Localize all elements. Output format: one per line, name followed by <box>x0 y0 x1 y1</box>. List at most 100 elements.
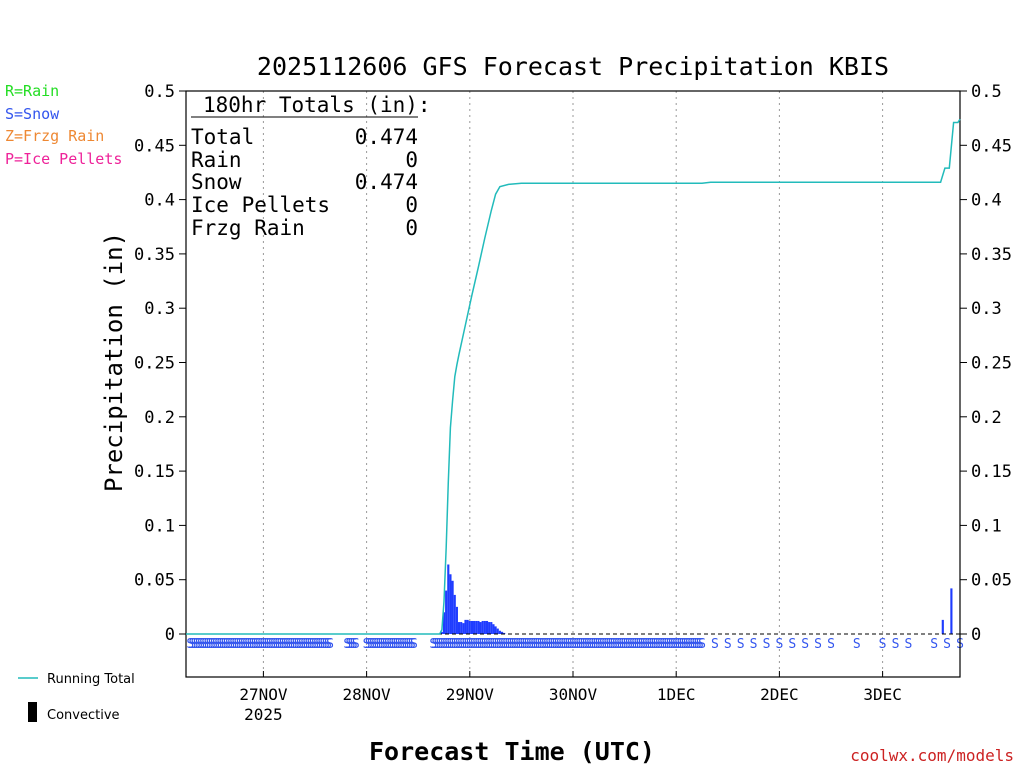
ptype-marker: S <box>554 637 562 652</box>
ptype-marker: S <box>221 637 229 652</box>
ptype-marker: S <box>189 637 197 652</box>
ptype-marker: S <box>737 637 745 652</box>
ptype-marker: S <box>296 637 304 652</box>
ptype-marker: S <box>573 637 581 652</box>
y-tick-label-right: 0.5 <box>971 82 1002 102</box>
y-tick-label-right: 0.4 <box>971 191 1002 211</box>
precip-bar <box>481 620 484 634</box>
precip-bar <box>460 622 463 634</box>
y-tick-label-right: 0.35 <box>971 245 1012 265</box>
ptype-marker: S <box>384 637 392 652</box>
ptype-marker: S <box>567 637 575 652</box>
precip-bar <box>492 624 495 634</box>
ptype-marker: S <box>943 637 951 652</box>
ptype-marker: S <box>283 637 291 652</box>
ptype-marker: S <box>619 637 627 652</box>
ptype-marker: S <box>223 637 231 652</box>
ptype-marker: S <box>459 637 467 652</box>
ptype-marker: S <box>365 637 373 652</box>
site-credit: coolwx.com/models <box>850 746 1014 765</box>
y-tick-label-left: 0.05 <box>134 571 175 591</box>
ptype-marker: S <box>662 637 670 652</box>
precip-bar <box>950 588 953 634</box>
ptype-marker: S <box>290 637 298 652</box>
ptype-marker: S <box>692 637 700 652</box>
precip-bar <box>500 631 504 634</box>
ptype-marker: S <box>206 637 214 652</box>
ptype-marker: S <box>410 637 418 652</box>
ptype-marker: S <box>541 637 549 652</box>
ptype-marker: S <box>545 637 553 652</box>
totals-value-total: 0.474 <box>355 125 418 149</box>
totals-value-frzg-rain: 0 <box>405 216 418 240</box>
ptype-marker: S <box>644 637 652 652</box>
y-tick-label-left: 0.2 <box>144 408 175 428</box>
ptype-marker: S <box>522 637 530 652</box>
y-tick-label-right: 0.1 <box>971 516 1002 536</box>
ptype-marker: S <box>348 637 356 652</box>
y-tick-label-right: 0 <box>971 625 981 645</box>
precip-bar <box>490 622 493 634</box>
ptype-marker: S <box>313 637 321 652</box>
ptype-marker: S <box>524 637 532 652</box>
ptype-marker: S <box>687 637 695 652</box>
ptype-marker: S <box>474 637 482 652</box>
ptype-marker: S <box>565 637 573 652</box>
precip-bar <box>440 631 443 634</box>
ptype-marker: S <box>485 637 493 652</box>
ptype-marker: S <box>505 637 513 652</box>
ptype-marker: S <box>386 637 394 652</box>
totals-header: 180hr Totals (in): <box>203 93 431 117</box>
ptype-marker: S <box>513 637 521 652</box>
ptype-marker: S <box>642 637 650 652</box>
ptype-marker: S <box>500 637 508 652</box>
ptype-marker: S <box>262 637 270 652</box>
ptype-marker: S <box>251 637 259 652</box>
y-tick-label-left: 0.1 <box>144 516 175 536</box>
ptype-marker: S <box>672 637 680 652</box>
ptype-marker: S <box>533 637 541 652</box>
ptype-marker: S <box>640 637 648 652</box>
ptype-marker: S <box>320 637 328 652</box>
ptype-marker: S <box>281 637 289 652</box>
precip-bar <box>494 626 497 634</box>
precip-bar <box>451 580 454 634</box>
ptype-marker: S <box>380 637 388 652</box>
ptype-marker: S <box>429 637 437 652</box>
ptype-marker: S <box>309 637 317 652</box>
ptype-marker: S <box>520 637 528 652</box>
ptype-marker: S <box>801 637 809 652</box>
ptype-marker: S <box>674 637 682 652</box>
ptype-marker: S <box>610 637 618 652</box>
ptype-marker: S <box>255 637 263 652</box>
precip-bar <box>941 619 944 634</box>
x-tick-label: 3DEC <box>863 685 902 704</box>
ptype-marker: S <box>479 637 487 652</box>
ptype-marker: S <box>457 637 465 652</box>
ptype-marker: S <box>376 637 384 652</box>
ptype-marker: S <box>191 637 199 652</box>
totals-box: 180hr Totals (in): Total 0.474 Rain 0 Sn… <box>191 93 431 240</box>
ptype-marker: S <box>614 637 622 652</box>
totals-value-rain: 0 <box>405 148 418 172</box>
ptype-marker: S <box>539 637 547 652</box>
ptype-marker: S <box>268 637 276 652</box>
x-tick-label: 30NOV <box>549 685 598 704</box>
ptype-marker: S <box>657 637 665 652</box>
ptype-marker: S <box>264 637 272 652</box>
precip-bar <box>442 612 446 634</box>
ptype-marker: S <box>526 637 534 652</box>
ptype-marker: S <box>550 637 558 652</box>
x-axis-label: Forecast Time (UTC) <box>369 737 655 766</box>
ptype-marker: S <box>601 637 609 652</box>
ptype-marker: S <box>683 637 691 652</box>
precip-bar <box>447 564 450 634</box>
ptype-marker: S <box>242 637 250 652</box>
precip-bar <box>457 622 461 634</box>
ptype-marker: S <box>292 637 300 652</box>
ptype-marker: S <box>651 637 659 652</box>
precip-bar <box>473 620 476 634</box>
y-tick-label-left: 0.15 <box>134 462 175 482</box>
chart-title: 2025112606 GFS Forecast Precipitation KB… <box>257 52 889 81</box>
